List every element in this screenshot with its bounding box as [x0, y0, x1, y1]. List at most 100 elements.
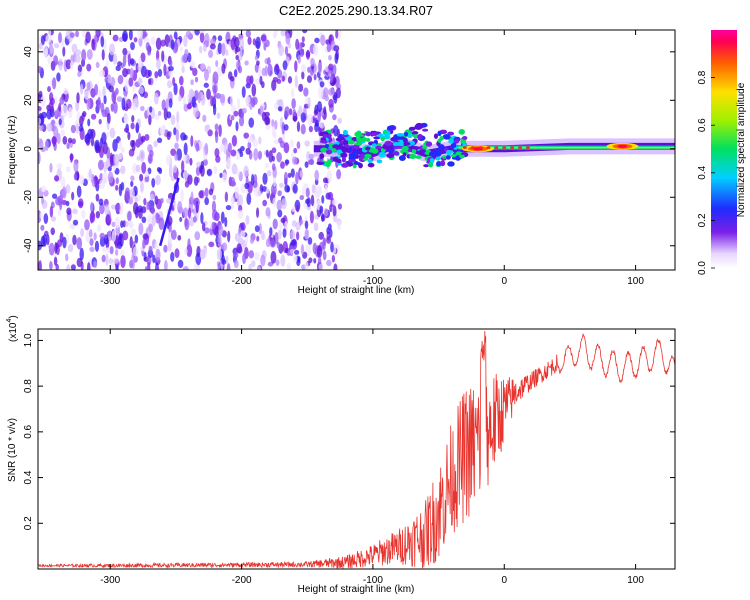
spectrogram-noise-cell	[183, 142, 188, 156]
spectrogram-noise-cell	[38, 123, 44, 132]
spectrogram-noise-cell	[76, 92, 80, 104]
spectrogram-noise-cell	[226, 263, 231, 270]
spectrogram-noise-cell	[253, 148, 259, 161]
spectrogram-noise-cell	[118, 233, 122, 247]
spectrogram-noise-cell	[273, 177, 277, 188]
spectrogram-noise-cell	[109, 43, 116, 56]
spectrogram-noise-cell	[235, 54, 239, 61]
spectrogram-noise-cell	[216, 112, 221, 120]
spectrogram-noise-cell	[97, 96, 101, 110]
spectrogram-noise-cell	[156, 137, 163, 144]
spectrogram-noise-cell	[38, 117, 42, 125]
spectrogram-signal-cell	[371, 143, 377, 148]
spectrogram-signal-cell	[442, 155, 447, 159]
spectrogram-noise-cell	[326, 259, 332, 267]
spectrogram-noise-cell	[256, 207, 260, 218]
spectrogram-noise-cell	[155, 248, 161, 261]
spectrogram-noise-cell	[260, 34, 267, 42]
spectrogram-noise-cell	[72, 234, 77, 246]
spectrogram-signal-cell	[324, 143, 330, 148]
spectrogram-noise-cell	[71, 138, 76, 145]
spectrogram-noise-cell	[326, 43, 332, 53]
spectrogram-noise-cell	[182, 207, 189, 218]
spectrogram-noise-cell	[187, 207, 192, 219]
spectrogram-noise-cell	[233, 69, 238, 78]
spectrogram-noise-cell	[203, 68, 209, 81]
snr-x-tick-label: -300	[100, 575, 120, 586]
spectrogram-noise-cell	[170, 251, 175, 262]
colorbar-tick-label: 0.2	[697, 213, 708, 227]
spectrogram-noise-cell	[84, 134, 91, 144]
spectrogram-noise-cell	[242, 253, 246, 265]
spectrogram-noise-cell	[39, 212, 43, 220]
spectrogram-noise-cell	[314, 169, 319, 182]
spectrogram-noise-cell	[174, 142, 179, 150]
spectrogram-noise-cell	[304, 261, 309, 270]
spectrogram-noise-cell	[148, 223, 154, 233]
spectrogram-noise-cell	[120, 165, 126, 175]
spectrogram-noise-cell	[46, 109, 52, 120]
spectrogram-noise-cell	[95, 210, 101, 219]
spectrogram-noise-cell	[86, 49, 93, 60]
spectrogram-noise-cell	[304, 140, 310, 147]
spectrogram-noise-cell	[85, 31, 91, 44]
spectrogram-noise-cell	[201, 94, 206, 106]
spectrogram-noise-cell	[231, 135, 238, 147]
spectrogram-noise-cell	[248, 250, 255, 259]
spectrogram-signal-cell	[402, 137, 408, 144]
spectrogram-noise-cell	[190, 135, 194, 147]
spectrogram-noise-cell	[337, 117, 343, 124]
spectrogram-noise-cell	[55, 263, 59, 270]
spectrogram-noise-cell	[320, 34, 326, 46]
spectrogram-noise-cell	[76, 237, 83, 250]
spectrogram-noise-cell	[234, 186, 240, 199]
spectrogram-noise-cell	[291, 220, 297, 227]
spectrogram-noise-cell	[40, 185, 47, 193]
spectrogram-noise-cell	[69, 153, 74, 163]
spectrogram-noise-cell	[117, 61, 122, 67]
spectrogram-noise-cell	[324, 95, 329, 102]
spectrogram-noise-cell	[101, 49, 105, 61]
spectrogram-noise-cell	[57, 195, 64, 206]
spectrogram-noise-cell	[234, 46, 241, 53]
spectrogram-noise-cell	[154, 71, 159, 79]
spectrogram-noise-cell	[306, 75, 313, 84]
spectrogram-noise-cell	[269, 240, 276, 248]
spectrogram-noise-cell	[130, 228, 137, 237]
spectrogram-noise-cell	[241, 86, 246, 98]
spectrogram-noise-cell	[156, 58, 161, 70]
spectrogram-noise-cell	[187, 52, 192, 63]
spectrogram-noise-cell	[113, 153, 120, 166]
spectrogram-noise-cell	[273, 103, 279, 110]
spectrogram-noise-cell	[304, 220, 309, 230]
spectrogram-signal-cell	[450, 143, 457, 148]
spectrogram-noise-cell	[317, 257, 322, 266]
spectrogram-noise-cell	[79, 174, 85, 185]
spectrogram-noise-cell	[324, 184, 328, 195]
spectrogram-noise-cell	[279, 182, 284, 188]
spectrogram-noise-cell	[213, 165, 218, 175]
spectrogram-signal-cell	[450, 154, 458, 158]
spectrogram-noise-cell	[323, 106, 327, 115]
spectrogram-noise-cell	[240, 112, 245, 120]
spectrogram-noise-cell	[151, 177, 156, 188]
spectrogram-noise-cell	[49, 261, 53, 270]
spectrogram-signal-cell	[437, 130, 442, 137]
spectrogram-signal-cell	[435, 156, 441, 161]
spectrogram-noise-cell	[292, 115, 298, 122]
spectrogram-noise-cell	[217, 35, 223, 42]
spectrogram-noise-cell	[122, 220, 126, 228]
spectrogram-noise-cell	[304, 161, 309, 168]
spectrogram-noise-cell	[217, 234, 222, 248]
spectrogram-noise-cell	[232, 252, 239, 259]
spectrogram-signal-cell	[383, 130, 388, 134]
spectrogram-noise-cell	[243, 132, 250, 139]
colorbar-ticks: 0.0 0.2 0.4 0.6 0.8	[697, 70, 715, 275]
spectrogram-noise-cell	[103, 95, 107, 105]
spectrogram-signal-cell	[319, 140, 328, 144]
spectrogram-signal-cell	[348, 159, 357, 163]
spectrogram-signal-cell	[436, 161, 442, 167]
spectrogram-noise-cell	[255, 36, 261, 50]
spectrogram-noise-cell	[134, 196, 138, 204]
spectrogram-noise-cell	[47, 56, 52, 65]
